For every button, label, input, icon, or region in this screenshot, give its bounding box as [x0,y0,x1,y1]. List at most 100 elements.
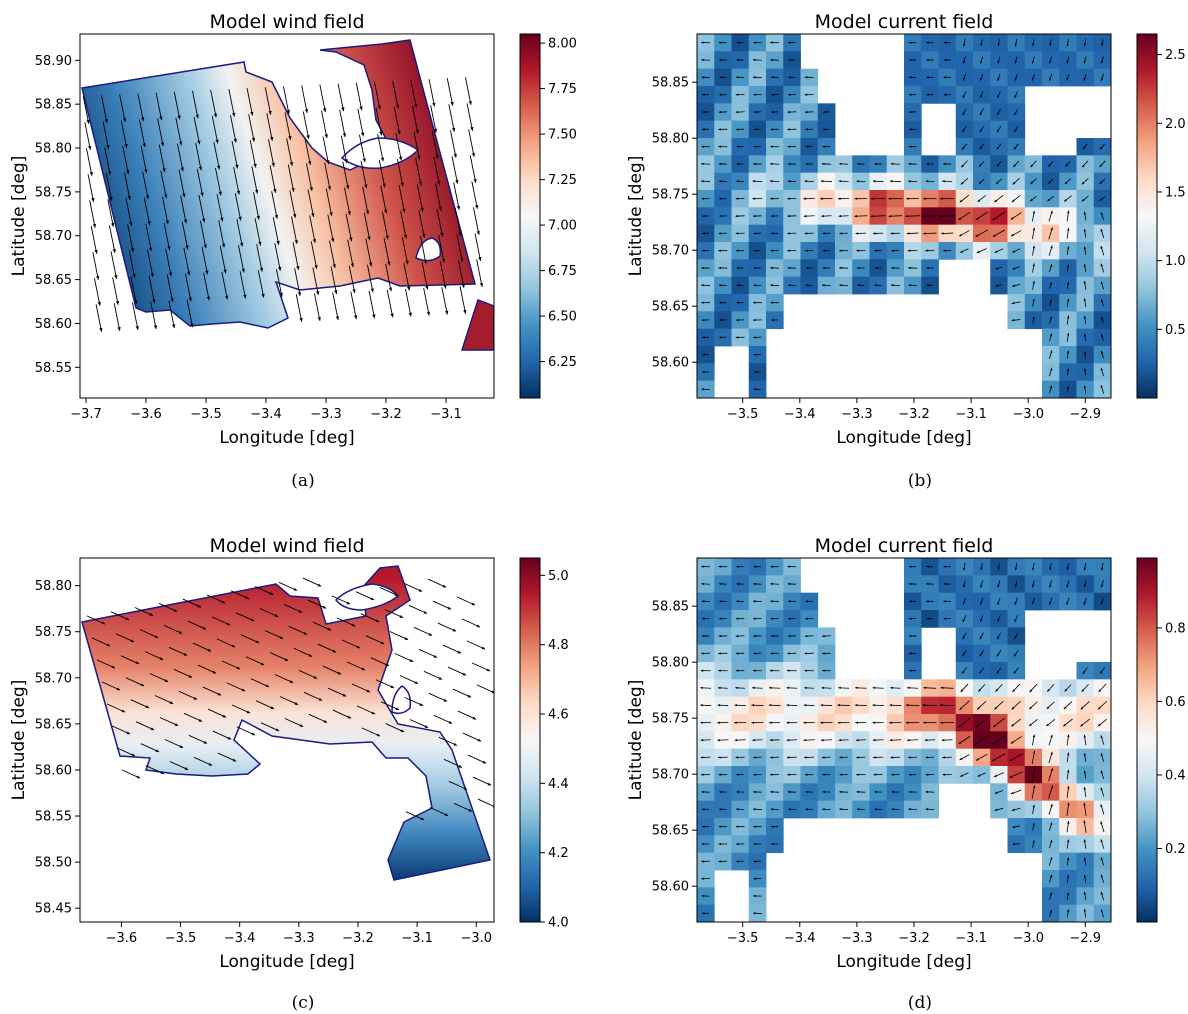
vector-head [1014,653,1017,657]
vector-head [909,110,912,114]
vector-head [926,162,930,166]
vector-shaft [210,89,217,118]
vector-head [735,214,739,218]
x-tick-label: −3.5 [190,407,222,422]
vector-head [366,689,371,693]
vector-head [110,222,115,227]
vector-head [718,266,722,270]
vector-head [1032,227,1036,231]
vector-head [962,601,966,605]
vector-head [961,164,964,168]
vector-shaft [466,640,486,650]
vector-head [926,76,929,79]
vector-head [979,112,983,116]
vector-shaft [385,263,392,292]
vector-head [719,617,722,620]
vector-head [332,649,337,653]
vector-head [805,249,808,252]
y-tick-label: 58.70 [652,768,689,783]
vector-head [195,114,199,119]
vector-head [891,808,895,811]
vector-head [1013,670,1017,674]
panel-c-caption: (c) [292,993,315,1013]
vector-shaft [312,621,332,631]
colorbar-tick-label: 0.6 [1165,695,1186,710]
y-tick-label: 58.65 [652,824,689,839]
vector-shaft [307,189,314,218]
vector-shaft [442,644,462,654]
vector-head [907,686,910,690]
vector-shaft [238,244,245,273]
vector-head [1100,735,1103,739]
vector-head [980,584,983,588]
vector-head [152,299,156,304]
vector-shaft [321,110,328,139]
vector-head [347,715,352,719]
vector-head [1080,723,1084,727]
vector-head [365,210,370,215]
vector-head [736,565,739,568]
vector-shaft [228,88,235,117]
vector-shaft [86,148,93,176]
vector-head [1066,386,1070,389]
vector-head [1014,60,1018,64]
vector-head [787,128,790,131]
vector-head [1100,567,1104,571]
vector-head [1011,199,1015,203]
vector-head [926,58,929,62]
vector-shaft [410,79,417,108]
vector-head [1083,567,1087,571]
vector-head [468,100,472,105]
vector-shaft [283,86,290,114]
vector-head [701,318,705,322]
vector-shaft [380,701,400,711]
colorbar-tick-label: 7.50 [548,128,577,143]
vector-head [770,301,774,304]
vector-head [95,275,100,280]
vector-shaft [447,666,467,676]
vector-shaft [453,802,473,812]
vector-head [298,609,303,613]
vector-head [736,128,739,131]
vector-shaft [253,192,260,220]
vector-head [377,105,381,110]
y-tick-label: 58.75 [35,625,72,640]
vector-head [908,617,912,620]
vector-head [408,312,412,317]
vector-head [735,232,739,235]
vector-head [890,756,894,759]
vector-head [133,300,138,304]
vector-head [804,93,808,96]
vector-shaft [380,185,387,214]
vector-shaft [144,651,164,661]
vector-head [821,756,825,759]
vector-head [1100,670,1103,674]
vector-head [908,284,912,287]
vector-head [1050,245,1053,249]
vector-head [752,686,755,690]
vector-shaft [327,214,334,243]
vector-head [926,284,930,287]
vector-head [116,687,121,691]
vector-head [162,168,166,173]
vector-head [943,93,947,96]
vector-head [1032,734,1036,738]
vector-head [839,808,842,811]
panel-c-lake [391,685,412,715]
vector-head [1083,211,1087,215]
vector-head [170,298,174,303]
vector-head [770,617,774,620]
vector-head [261,293,265,298]
vector-shaft [211,115,219,144]
vector-head [839,249,842,252]
vector-head [753,41,756,44]
vector-head [186,271,191,276]
vector-head [1011,233,1014,237]
vector-shaft [193,756,213,766]
vector-shaft [408,604,428,614]
vector-head [702,617,705,620]
vector-head [820,197,823,200]
panel-c-wind-vectors [86,577,494,821]
vector-head [1082,164,1085,168]
vector-head [753,600,756,603]
